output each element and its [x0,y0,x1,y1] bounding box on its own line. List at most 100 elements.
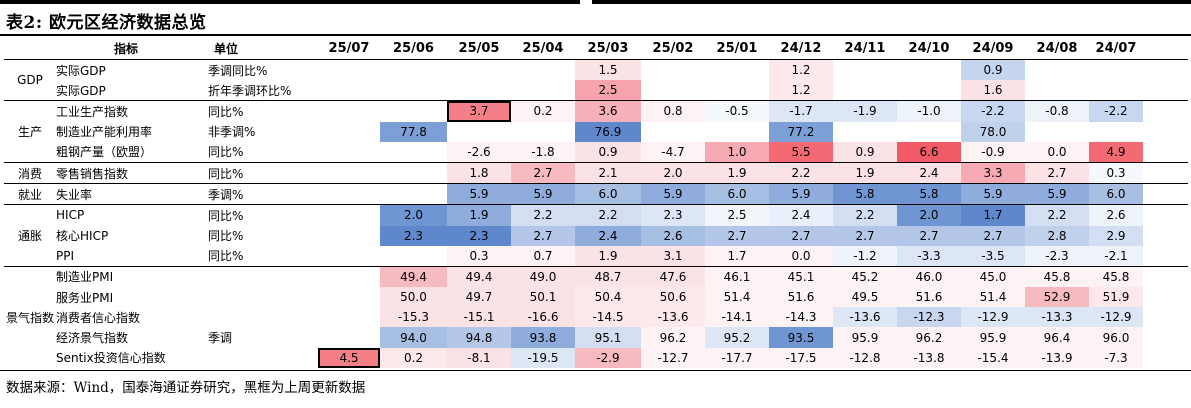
value-cell [1089,122,1143,142]
top-rule [0,0,1191,4]
value-cell: 2.4 [575,225,641,246]
value-cell [511,122,575,142]
value-cell [318,80,380,101]
value-cell: 0.9 [575,141,641,163]
value-cell: 47.6 [641,265,705,288]
value-cell [447,122,511,142]
value-cell: -17.7 [705,347,769,368]
indicator-name: 实际GDP [56,83,106,98]
indicator-unit: 同比% [208,249,244,264]
value-cell [318,265,380,288]
header-unit: 单位 [214,41,239,56]
value-cell: 45.0 [961,265,1025,288]
header-period: 25/05 [458,40,500,56]
indicator-name: 失业率 [56,183,208,205]
value-cell: 0.8 [641,100,705,122]
value-cell: -3.3 [897,245,961,267]
value-cell: 1.5 [575,59,641,81]
value-cell [318,122,380,142]
value-cell: -0.9 [961,141,1025,163]
value-cell: 2.7 [511,225,575,246]
value-cell: -1.0 [897,100,961,122]
value-cell: -14.1 [705,307,769,328]
value-cell: 50.1 [511,287,575,308]
value-cell: 1.9 [447,204,511,226]
value-cell: 1.9 [833,161,897,184]
indicator-unit: 季调% [208,183,318,205]
value-cell: 49.0 [511,265,575,288]
value-cell: -13.8 [897,347,961,368]
value-cell: 49.4 [380,265,447,288]
value-cell: 0.3 [447,245,511,267]
value-cell: 0.0 [1025,141,1089,163]
group-label: 通胀 [4,204,56,267]
value-cell: -4.7 [641,141,705,163]
value-cell [1089,80,1143,101]
value-cell: 0.7 [511,245,575,267]
value-cell: -13.3 [1025,307,1089,328]
value-cell: 2.6 [1089,204,1143,226]
value-cell: 1.9 [705,161,769,184]
value-cell: 95.9 [833,327,897,348]
table-header: 指标 单位 25/07 25/06 25/05 25/04 25/03 25/02 25/01 2… [4,37,1188,60]
value-cell [318,204,380,226]
table-row: 就业 失业率 季调% 5.9 5.9 6.0 5.9 6.0 5.9 5.8 5.8 5.9 5.9 6.… [4,183,1188,205]
value-cell: 45.2 [833,265,897,288]
indicator-name: 服务业PMI [56,290,114,305]
value-cell: 5.8 [833,183,897,205]
table-row: Sentix投资信心指数 4.5 0.2 -8.1 -19.5 -2.9 -12.7 -17.… [4,347,1188,368]
value-cell: 2.2 [1025,204,1089,226]
value-cell: 1.7 [705,245,769,267]
indicator-name: 工业生产指数 [56,100,208,122]
title-rule [0,34,1191,36]
value-cell: 2.1 [575,161,641,184]
value-cell: 94.0 [380,327,447,348]
value-cell: 2.3 [641,204,705,226]
value-cell [511,80,575,101]
indicator-unit: 同比% [208,204,318,226]
value-cell [380,142,447,163]
value-cell: -12.9 [1089,307,1143,328]
indicator-name: 经济景气指数 [56,331,129,346]
table-row: 粗钢产量（欧盟） 同比% -2.6 -1.8 0.9 -4.7 1.0 5.5 0.9 6.6 -0… [4,141,1188,163]
value-cell: 51.6 [897,287,961,308]
value-cell: 49.4 [447,265,511,288]
value-cell: -0.8 [1025,100,1089,122]
value-cell: -15.3 [380,307,447,328]
value-cell: 2.3 [380,225,447,246]
value-cell: 51.4 [961,287,1025,308]
indicator-unit [208,307,318,327]
value-cell: 5.9 [1025,183,1089,205]
indicator-name: HICP [56,204,208,226]
value-cell [318,161,380,184]
value-cell: -12.8 [833,347,897,368]
indicator-name: 消费者信心指数 [56,310,141,325]
value-cell: 3.3 [961,161,1025,184]
header-period: 25/01 [716,40,758,56]
value-cell [380,100,447,122]
value-cell: 2.2 [575,204,641,226]
indicator-unit: 折年季调环比% [208,83,292,98]
value-cell: 2.7 [1025,161,1089,184]
table-row: 景气指数 制造业PMI 49.4 49.4 49.0 48.7 47.6 46.1 45.1 45… [4,265,1188,368]
group-label: 消费 [4,161,56,184]
value-cell: -2.3 [1025,245,1089,267]
header-period: 24/08 [1036,40,1078,56]
value-cell: 2.0 [897,204,961,226]
value-cell [705,80,769,101]
value-cell: 2.7 [769,225,833,246]
value-cell: 1.8 [447,161,511,184]
value-cell: -3.5 [961,245,1025,267]
value-cell: 2.7 [833,225,897,246]
value-cell: 2.9 [1089,225,1143,246]
value-cell: -1.9 [833,100,897,122]
header-period: 25/03 [587,40,629,56]
value-cell: 2.5 [575,80,641,101]
value-cell [318,307,380,327]
value-cell: 46.0 [897,265,961,288]
value-cell: 93.8 [511,327,575,348]
value-cell: 1.2 [769,80,833,101]
value-cell: 5.5 [769,141,833,163]
value-cell [380,59,447,81]
value-cell: 96.2 [897,327,961,348]
